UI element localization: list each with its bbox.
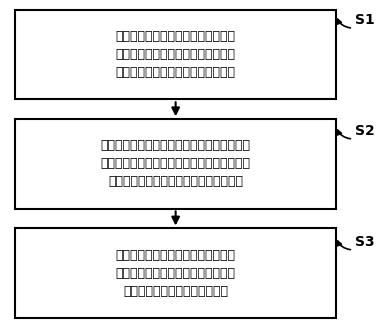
Text: S3: S3: [355, 235, 375, 249]
FancyArrowPatch shape: [337, 130, 350, 139]
FancyArrowPatch shape: [337, 241, 350, 250]
Text: S2: S2: [355, 124, 375, 138]
FancyBboxPatch shape: [15, 10, 336, 99]
Text: 可控频率发生单元向检测回路注入信
号，并根据设定的频率调节范围，可
控频率发生单元改变注入信号的频率: 可控频率发生单元向检测回路注入信 号，并根据设定的频率调节范围，可 控频率发生单…: [116, 30, 235, 79]
FancyBboxPatch shape: [15, 119, 336, 209]
Text: S1: S1: [355, 13, 375, 27]
FancyArrowPatch shape: [337, 19, 350, 28]
Text: 计算处理单元通过向量拟合方法计算
第一被测电容式电压互感器和第二被
测电容式电压互感器的幅频特性: 计算处理单元通过向量拟合方法计算 第一被测电容式电压互感器和第二被 测电容式电压…: [116, 249, 235, 298]
FancyBboxPatch shape: [15, 228, 336, 318]
Text: 每改变一次注入信号的频率，电压检测单元测
量一组第一被测电容式电压互感器二次侧电压
和第二被测电容式电压互感器二次侧电压: 每改变一次注入信号的频率，电压检测单元测 量一组第一被测电容式电压互感器二次侧电…: [101, 139, 251, 188]
